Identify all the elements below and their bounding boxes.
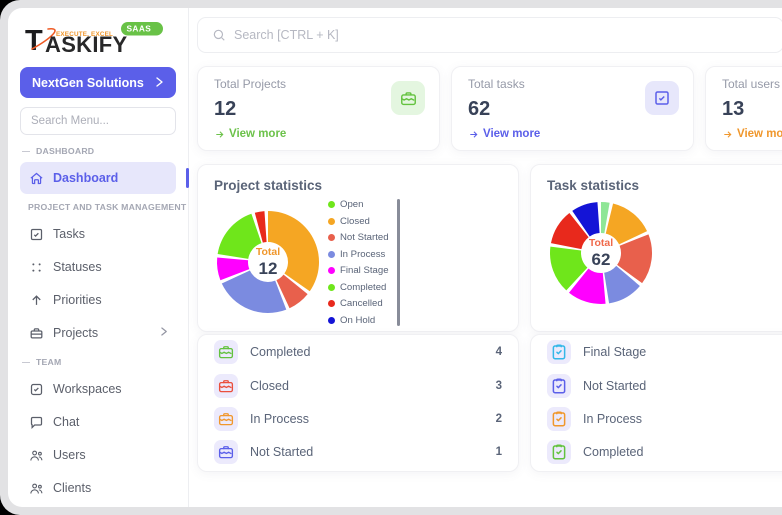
svg-text:ASKIFY: ASKIFY <box>45 32 127 57</box>
svg-text:T: T <box>25 25 43 57</box>
svg-text:SAAS: SAAS <box>127 24 152 34</box>
